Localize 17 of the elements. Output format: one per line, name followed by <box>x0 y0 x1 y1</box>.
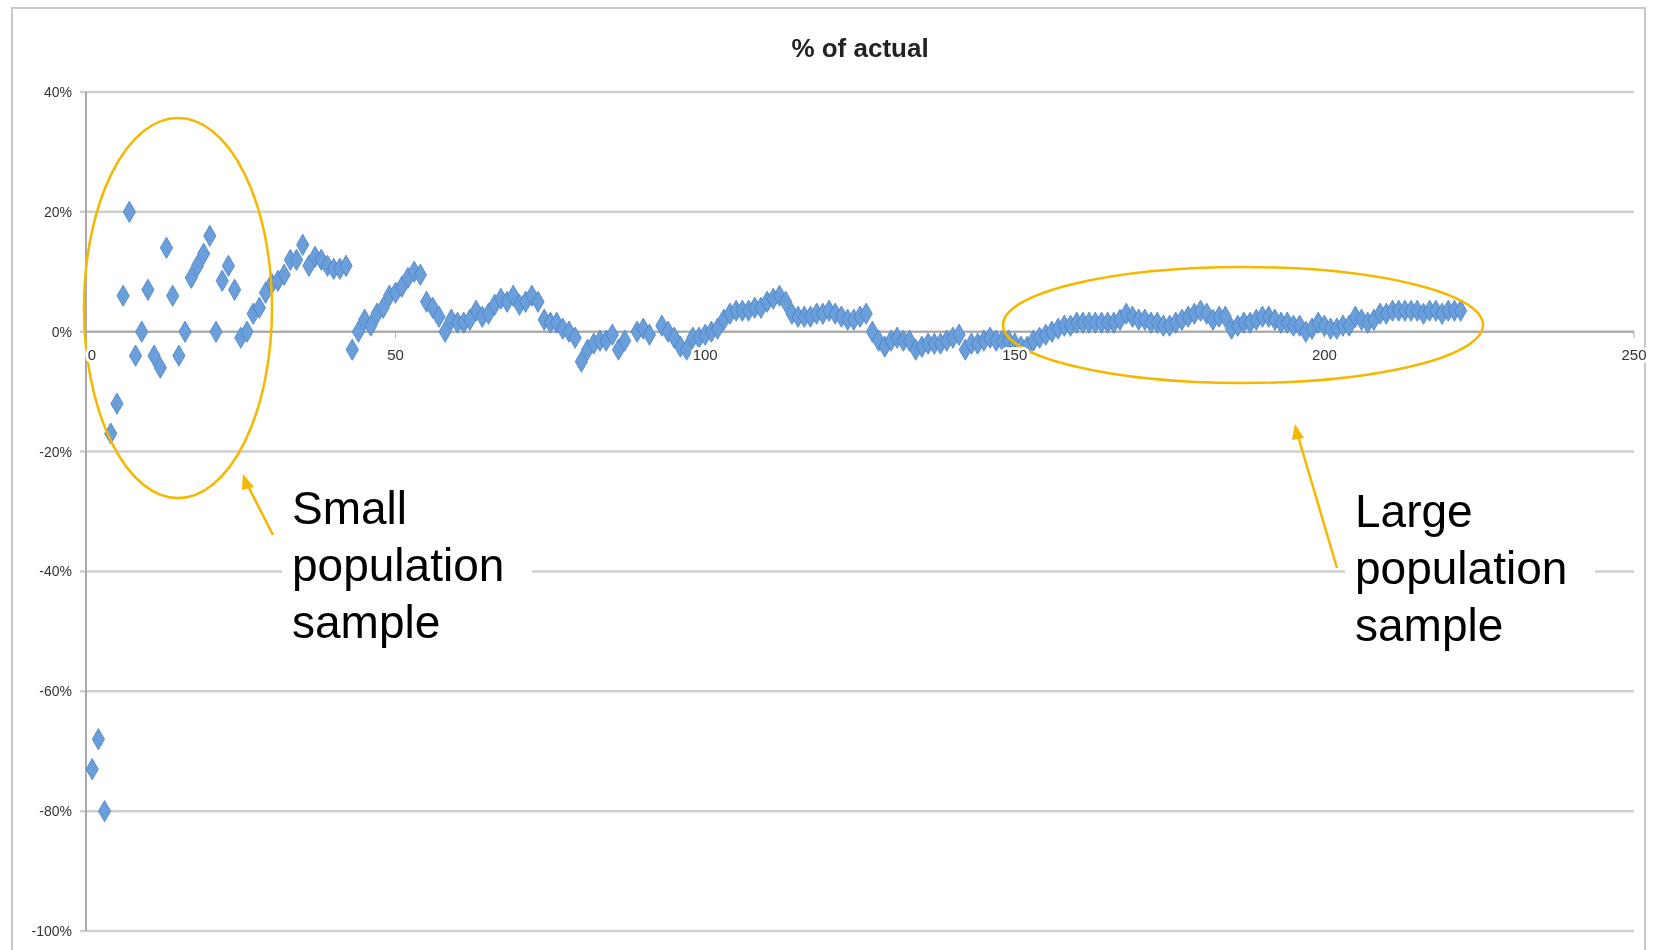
y-tick-label: -60% <box>39 683 72 700</box>
x-tick-label: 100 <box>692 345 718 363</box>
annotation: Small population sample <box>292 482 505 648</box>
x-tick-label: 200 <box>1311 345 1337 363</box>
y-tick-label: 40% <box>43 84 72 100</box>
y-tick-label: -40% <box>39 563 72 580</box>
x-tick-label: 150 <box>1002 345 1028 363</box>
x-tick-label: 250 <box>1621 345 1647 363</box>
y-tick-label: -100% <box>31 923 72 939</box>
annotation: Large population sample <box>1355 485 1568 651</box>
x-tick-label: 50 <box>387 345 404 363</box>
chart-title: % of actual <box>791 33 929 63</box>
x-tick-label: 0 <box>87 345 97 363</box>
y-tick-label: 20% <box>43 203 72 220</box>
y-tick-label: -20% <box>39 443 72 460</box>
y-tick-label: -80% <box>39 803 72 820</box>
y-tick-label: 0% <box>51 323 72 340</box>
